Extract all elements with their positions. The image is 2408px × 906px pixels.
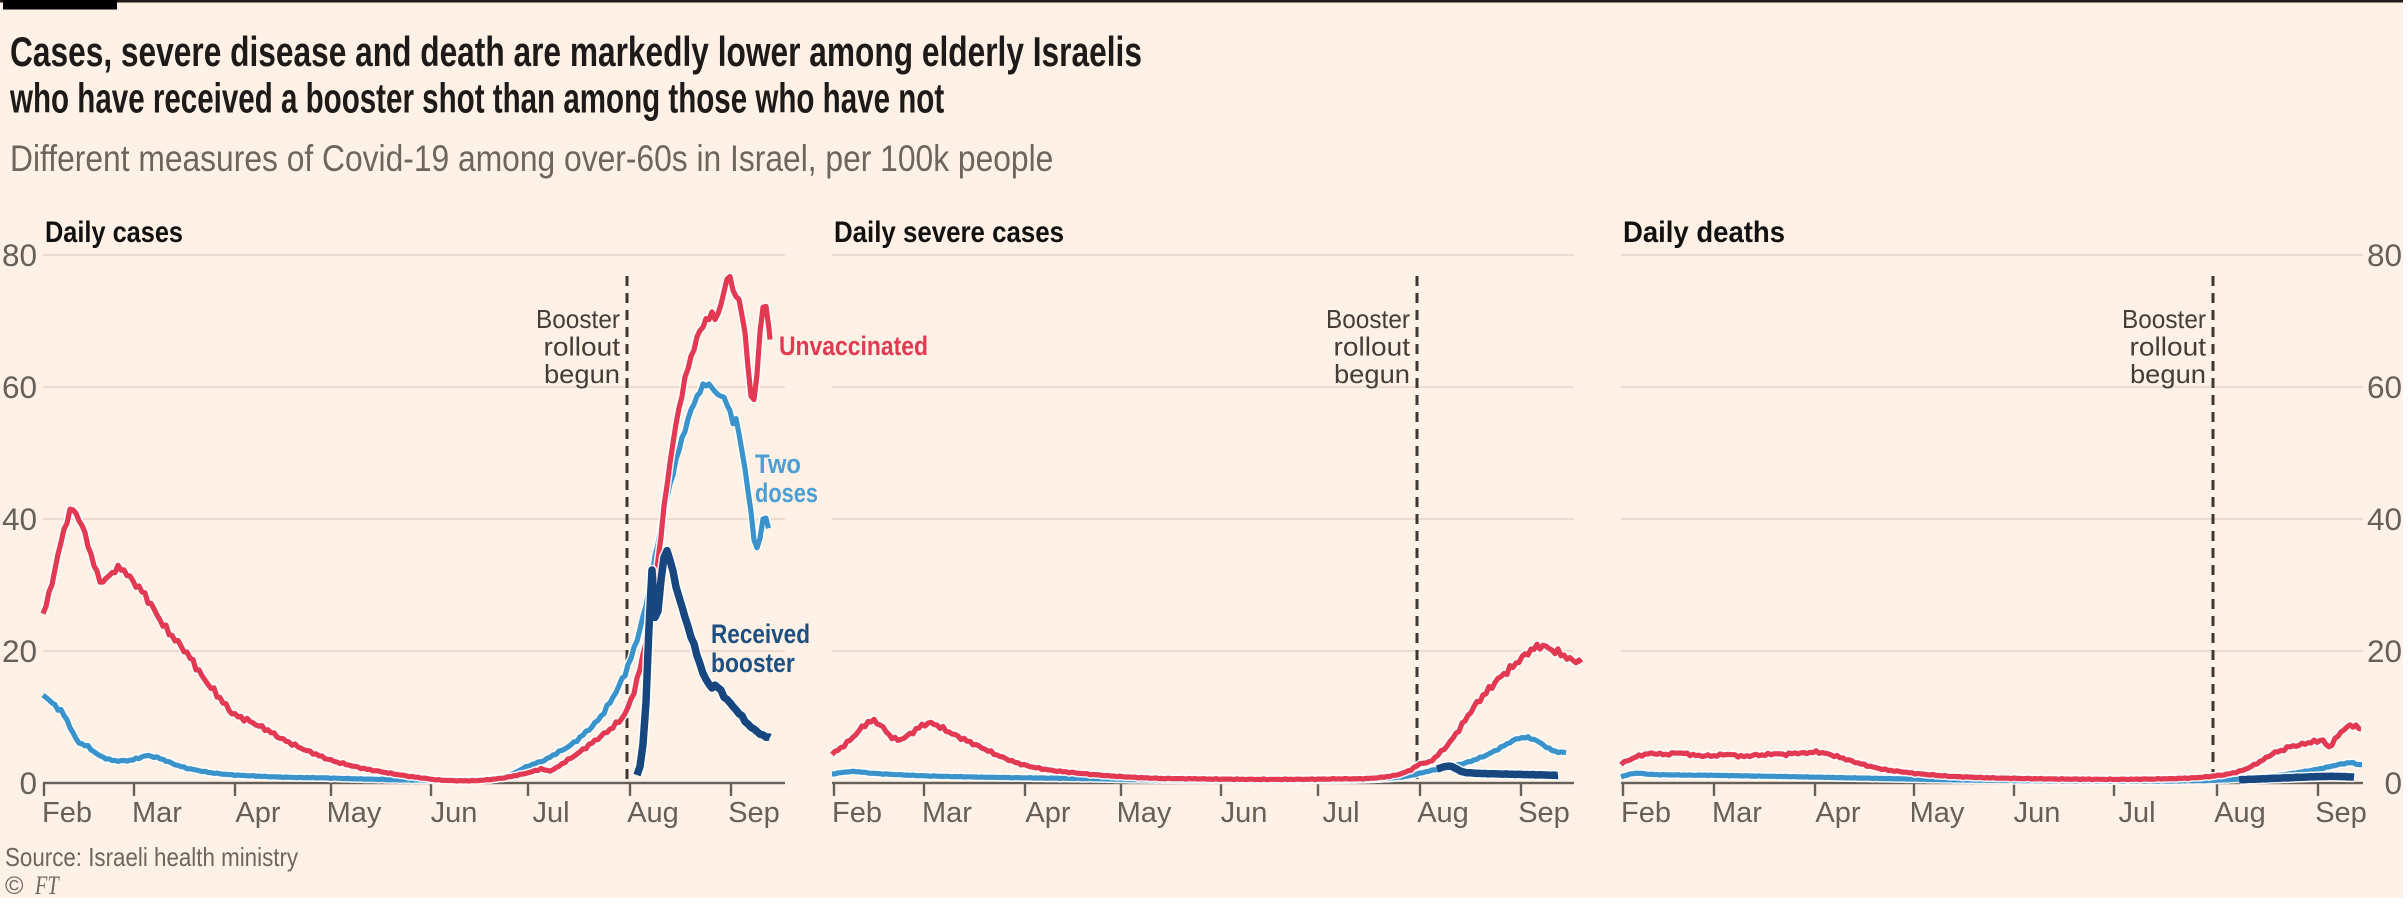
svg-text:FT: FT: [34, 872, 60, 901]
svg-text:Jun: Jun: [431, 797, 478, 829]
svg-text:Aug: Aug: [1417, 797, 1469, 829]
svg-text:Mar: Mar: [1712, 797, 1762, 829]
svg-text:Apr: Apr: [235, 797, 280, 829]
svg-text:Aug: Aug: [627, 797, 679, 829]
svg-text:Jun: Jun: [1221, 797, 1268, 829]
svg-text:May: May: [327, 797, 382, 829]
svg-text:Mar: Mar: [132, 797, 182, 829]
svg-text:80: 80: [2367, 237, 2402, 273]
svg-text:Daily severe cases: Daily severe cases: [834, 215, 1064, 248]
svg-text:Unvaccinated: Unvaccinated: [779, 331, 928, 361]
svg-text:rollout: rollout: [2130, 332, 2207, 361]
svg-text:Booster: Booster: [1326, 305, 1410, 334]
svg-text:Two: Two: [755, 450, 801, 480]
svg-text:Aug: Aug: [2214, 797, 2266, 829]
svg-text:60: 60: [2, 369, 37, 405]
svg-text:Source: Israeli health ministr: Source: Israeli health ministry: [5, 843, 299, 872]
svg-text:Daily deaths: Daily deaths: [1623, 216, 1785, 249]
svg-text:Mar: Mar: [922, 797, 972, 829]
svg-text:May: May: [1117, 797, 1172, 829]
svg-text:60: 60: [2367, 369, 2402, 405]
svg-text:begun: begun: [1334, 360, 1410, 389]
svg-text:who have received a booster sh: who have received a booster shot than am…: [9, 74, 944, 121]
svg-text:doses: doses: [755, 479, 818, 509]
svg-text:0: 0: [19, 765, 37, 801]
svg-text:40: 40: [2367, 501, 2402, 537]
svg-text:Apr: Apr: [1025, 797, 1070, 829]
svg-text:0: 0: [2384, 765, 2402, 801]
svg-text:Sep: Sep: [1518, 797, 1570, 829]
svg-text:rollout: rollout: [544, 332, 621, 361]
svg-text:80: 80: [2, 237, 37, 273]
svg-text:Booster: Booster: [2122, 305, 2206, 334]
svg-text:Daily cases: Daily cases: [45, 215, 183, 248]
svg-text:begun: begun: [544, 360, 620, 389]
svg-text:Different measures of Covid-19: Different measures of Covid-19 among ove…: [10, 139, 1053, 180]
svg-text:Jul: Jul: [532, 797, 569, 829]
svg-text:Feb: Feb: [42, 797, 92, 829]
svg-text:Sep: Sep: [728, 797, 780, 829]
svg-text:20: 20: [2367, 633, 2402, 669]
svg-text:Jul: Jul: [2118, 797, 2155, 829]
svg-text:Apr: Apr: [1815, 797, 1860, 829]
svg-text:rollout: rollout: [1334, 332, 1411, 361]
svg-text:Received: Received: [711, 619, 810, 649]
svg-text:20: 20: [2, 633, 37, 669]
svg-text:begun: begun: [2130, 360, 2206, 389]
svg-text:Sep: Sep: [2315, 797, 2367, 829]
svg-text:booster: booster: [711, 648, 795, 678]
svg-text:Feb: Feb: [832, 797, 882, 829]
svg-text:Jun: Jun: [2014, 797, 2061, 829]
svg-text:Feb: Feb: [1621, 797, 1671, 829]
svg-text:May: May: [1910, 797, 1965, 829]
svg-text:40: 40: [2, 501, 37, 537]
svg-text:Jul: Jul: [1322, 797, 1359, 829]
svg-text:Booster: Booster: [536, 305, 620, 334]
svg-text:Cases, severe disease and deat: Cases, severe disease and death are mark…: [10, 28, 1142, 75]
svg-text:©: ©: [5, 872, 24, 900]
